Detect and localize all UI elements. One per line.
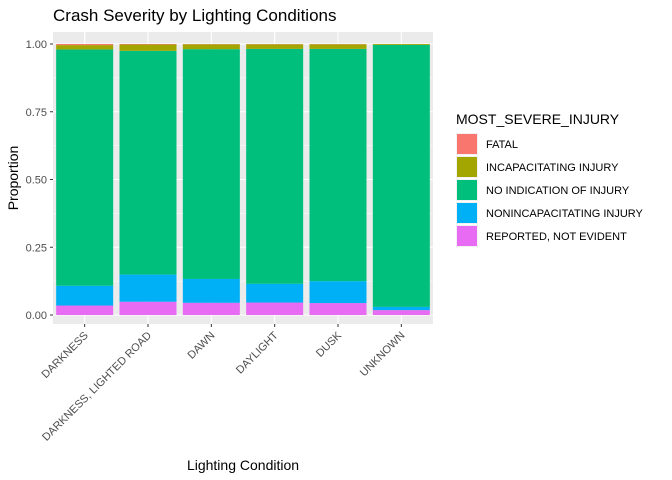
legend-swatch-incapacitating-injury xyxy=(457,157,477,177)
bars xyxy=(56,44,430,315)
x-axis-title: Lighting Condition xyxy=(187,457,299,473)
x-tick-label: DARKNESS, LIGHTED ROAD xyxy=(40,330,154,444)
bar-segment-nonincapacitating-injury xyxy=(309,281,367,304)
legend-label: REPORTED, NOT EVIDENT xyxy=(486,231,627,243)
bar-segment-no-indication-of-injury xyxy=(56,49,114,286)
bar-segment-no-indication-of-injury xyxy=(372,44,430,307)
legend-label: NO INDICATION OF INJURY xyxy=(486,185,630,197)
bar-segment-nonincapacitating-injury xyxy=(182,278,240,303)
bar-segment-reported-not-evident xyxy=(309,303,367,315)
bar-segment-no-indication-of-injury xyxy=(246,48,304,284)
bar-segment-reported-not-evident xyxy=(119,301,177,315)
x-tick-label: UNKNOWN xyxy=(358,330,408,380)
bar-segment-incapacitating-injury xyxy=(119,44,177,51)
legend-label: INCAPACITATING INJURY xyxy=(486,162,619,174)
bar-segment-reported-not-evident xyxy=(56,305,114,315)
bar-segment-nonincapacitating-injury xyxy=(56,285,114,306)
legend-swatch-no-indication-of-injury xyxy=(457,180,477,200)
y-axis: 0.00 0.25 0.50 0.75 1.00 xyxy=(26,39,53,322)
bar-segment-incapacitating-injury xyxy=(372,44,430,45)
plot-panel xyxy=(53,32,433,324)
bar-segment-no-indication-of-injury xyxy=(309,48,367,282)
bar-segment-no-indication-of-injury xyxy=(182,49,240,279)
bar-segment-reported-not-evident xyxy=(246,302,304,315)
y-tick-label: 0.25 xyxy=(26,242,47,254)
legend-title: MOST_SEVERE_INJURY xyxy=(456,111,620,127)
x-tick-label: DARKNESS xyxy=(40,330,91,381)
bar-segment-incapacitating-injury xyxy=(182,44,240,50)
legend-swatch-fatal xyxy=(457,134,477,154)
x-tick-label: DAYLIGHT xyxy=(234,329,281,376)
x-tick-label: DAWN xyxy=(185,330,217,362)
legend: MOST_SEVERE_INJURY FATAL INCAPACITATING I… xyxy=(456,111,644,247)
legend-label: FATAL xyxy=(486,139,518,151)
y-axis-title: Proportion xyxy=(5,146,21,211)
chart-title: Crash Severity by Lighting Conditions xyxy=(53,6,336,25)
bar-segment-fatal xyxy=(119,44,177,45)
bar-segment-reported-not-evident xyxy=(372,310,430,315)
bar-segment-incapacitating-injury xyxy=(56,45,114,50)
y-tick-label: 0.75 xyxy=(26,107,47,119)
bar-segment-incapacitating-injury xyxy=(309,44,367,49)
bar-segment-nonincapacitating-injury xyxy=(119,274,177,302)
legend-label: NONINCAPACITATING INJURY xyxy=(486,208,644,220)
bar-segment-reported-not-evident xyxy=(182,302,240,315)
bar-segment-nonincapacitating-injury xyxy=(246,283,304,303)
bar-segment-nonincapacitating-injury xyxy=(372,306,430,311)
bar-segment-incapacitating-injury xyxy=(246,44,304,49)
bar-segment-no-indication-of-injury xyxy=(119,50,177,275)
y-tick-label: 0.00 xyxy=(26,310,47,322)
x-tick-label: DUSK xyxy=(314,329,345,360)
legend-swatch-nonincapacitating-injury xyxy=(457,203,477,223)
bar-segment-fatal xyxy=(56,44,114,46)
y-tick-label: 1.00 xyxy=(26,39,47,51)
y-tick-label: 0.50 xyxy=(26,175,47,187)
legend-swatch-reported-not-evident xyxy=(457,226,477,246)
